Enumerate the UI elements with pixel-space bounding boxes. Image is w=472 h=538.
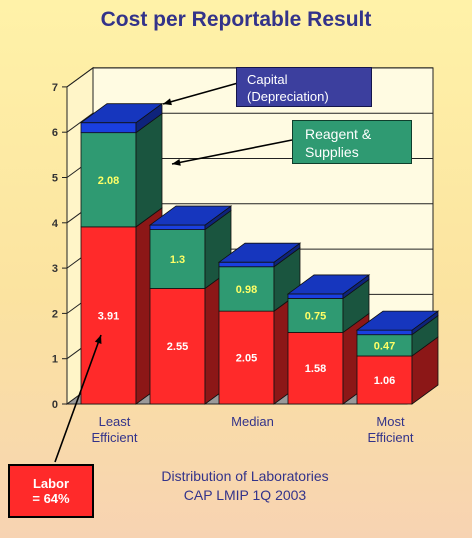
x-category-label: Median	[231, 414, 274, 429]
data-label-reagent: 0.47	[374, 340, 395, 352]
capital-arrow	[162, 82, 239, 105]
reagent-callout: Reagent & Supplies	[292, 120, 412, 164]
labor-arrow	[54, 334, 102, 463]
data-label-reagent: 0.98	[236, 284, 257, 296]
y-tick-label: 0	[52, 399, 58, 411]
x-category-label: Efficient	[91, 430, 137, 445]
gridline-side	[66, 67, 94, 88]
labor-arrow-head	[94, 335, 102, 344]
reagent-arrow	[171, 139, 293, 165]
y-tick-label: 4	[52, 218, 59, 230]
bar-labor-front	[80, 226, 137, 405]
bar-capital-top	[79, 103, 164, 124]
bar-capital-front	[80, 122, 137, 134]
bar-capital-top	[286, 274, 371, 295]
data-label-reagent: 1.3	[170, 254, 185, 266]
bar-capital-front	[149, 224, 206, 230]
data-label-labor: 2.05	[236, 353, 257, 365]
y-tick-label: 7	[52, 82, 58, 94]
x-category-label: Most	[376, 414, 405, 429]
distribution-label: Distribution of Laboratories	[161, 468, 329, 484]
bar-capital-top	[355, 310, 440, 331]
labor-callout-line1: Labor	[32, 476, 70, 491]
capital-arrow-head	[163, 98, 172, 106]
bar-capital-front	[356, 329, 413, 336]
data-label-reagent: 0.75	[305, 310, 326, 322]
reagent-callout-text: Reagent & Supplies	[305, 126, 372, 160]
bar-capital-top	[148, 205, 233, 226]
data-label-reagent: 2.08	[98, 175, 119, 187]
bar-reagent-front	[149, 229, 206, 289]
data-label-labor: 1.06	[374, 375, 395, 387]
chart-title: Cost per Reportable Result	[100, 8, 372, 31]
capital-callout: Capital (Depreciation)	[236, 67, 372, 107]
bar-capital-front	[218, 261, 275, 268]
y-tick-label: 3	[52, 263, 58, 275]
bar-labor-front	[218, 310, 275, 405]
y-tick-label: 5	[52, 173, 58, 185]
y-tick-label: 2	[52, 308, 58, 320]
bar-capital-top	[217, 242, 302, 263]
y-tick-label: 1	[52, 354, 58, 366]
data-label-labor: 2.55	[167, 341, 188, 353]
capital-callout-text: Capital (Depreciation)	[247, 72, 329, 104]
x-category-label: Efficient	[367, 430, 413, 445]
gridline-side	[66, 112, 94, 133]
x-category-label: Least	[99, 414, 131, 429]
bar-capital-front	[287, 293, 344, 299]
labor-callout: Labor = 64%	[8, 464, 94, 518]
y-tick-label: 6	[52, 127, 58, 139]
data-label-labor: 3.91	[98, 310, 119, 322]
cap-lmip-label: CAP LMIP 1Q 2003	[183, 487, 307, 503]
bar-reagent-side	[135, 112, 163, 228]
labor-callout-line2: = 64%	[32, 491, 70, 506]
data-label-labor: 1.58	[305, 363, 326, 375]
reagent-arrow-head	[172, 158, 181, 166]
